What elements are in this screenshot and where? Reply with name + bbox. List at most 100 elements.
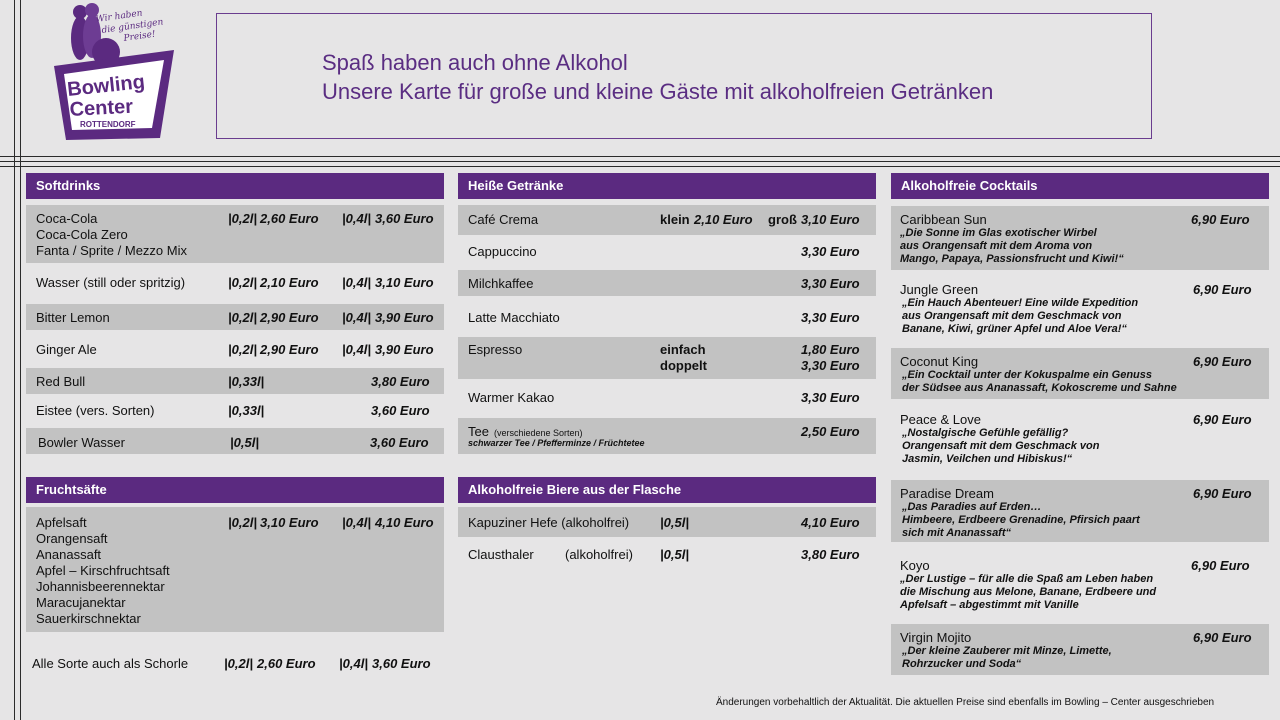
row-band bbox=[891, 480, 1269, 542]
cocktail-description: aus Orangensaft mit dem Geschmack von bbox=[902, 310, 1122, 322]
cocktail-description: die Mischung aus Melone, Banane, Erdbeer… bbox=[900, 586, 1157, 598]
title-line-1: Spaß haben auch ohne Alkohol bbox=[322, 50, 628, 75]
item-name: Café Crema bbox=[468, 212, 539, 227]
row-band bbox=[458, 205, 876, 235]
price: 3,80 Euro bbox=[371, 374, 430, 389]
item-name: Cappuccino bbox=[468, 244, 537, 259]
row-band bbox=[891, 348, 1269, 399]
item-name: Red Bull bbox=[36, 374, 86, 389]
item-name: Ananassaft bbox=[36, 547, 102, 562]
cocktail-description: „Nostalgische Gefühle gefällig? bbox=[902, 427, 1069, 439]
cocktail-description: Jasmin, Veilchen und Hibiskus!“ bbox=[902, 453, 1073, 465]
row-band bbox=[26, 368, 444, 394]
price: 3,90 Euro bbox=[375, 342, 434, 357]
svg-text:Center: Center bbox=[69, 96, 134, 121]
cocktail-description: Rohrzucker und Soda“ bbox=[902, 658, 1022, 670]
fruit-header: Fruchtsäfte bbox=[26, 477, 444, 503]
cocktail-name: Paradise Dream bbox=[900, 486, 994, 501]
row-band bbox=[26, 428, 444, 454]
item-name: Eistee (vers. Sorten) bbox=[36, 403, 155, 418]
softdrinks-header: Softdrinks bbox=[26, 173, 444, 199]
price: 6,90 Euro bbox=[1193, 412, 1252, 427]
price: 2,60 Euro bbox=[257, 656, 316, 671]
item-name: Coca-Cola bbox=[36, 211, 98, 226]
price: 3,30 Euro bbox=[801, 310, 860, 325]
row-band bbox=[26, 205, 444, 263]
cocktail-description: Apfelsaft – abgestimmt mit Vanille bbox=[900, 599, 1079, 611]
frame-line bbox=[20, 0, 21, 720]
price: 3,10 Euro bbox=[260, 515, 319, 530]
price: 3,30 Euro bbox=[801, 390, 860, 405]
price: 2,90 Euro bbox=[260, 310, 319, 325]
item-name: Coca-Cola Zero bbox=[36, 227, 128, 242]
price: 2,60 Euro bbox=[260, 211, 319, 226]
price: 6,90 Euro bbox=[1191, 212, 1250, 227]
size-label: |0,2l| bbox=[228, 342, 257, 357]
item-name: Wasser (still oder spritzig) bbox=[36, 275, 186, 290]
size-label: |0,2l| bbox=[224, 656, 253, 671]
svg-text:Preise!: Preise! bbox=[122, 30, 157, 45]
cocktail-description: „Der Lustige – für alle die Spaß am Lebe… bbox=[900, 573, 1154, 585]
size-label: klein bbox=[660, 212, 690, 227]
beer-header: Alkoholfreie Biere aus der Flasche bbox=[458, 477, 876, 503]
cocktail-name: Peace & Love bbox=[900, 412, 981, 427]
hot-drinks-header: Heiße Getränke bbox=[458, 173, 876, 199]
price: 6,90 Euro bbox=[1193, 354, 1252, 369]
item-name: Fanta / Sprite / Mezzo Mix bbox=[36, 243, 187, 258]
size-label: groß bbox=[768, 212, 797, 227]
price: 3,80 Euro bbox=[801, 547, 860, 562]
size-label: |0,5l| bbox=[660, 547, 689, 562]
item-name: Bowler Wasser bbox=[38, 435, 125, 450]
item-name: Warmer Kakao bbox=[468, 390, 555, 405]
cocktail-description: „Die Sonne im Glas exotischer Wirbel bbox=[900, 227, 1097, 239]
frame-line bbox=[0, 156, 1280, 157]
price: 3,30 Euro bbox=[801, 244, 860, 259]
cocktail-name: Coconut King bbox=[900, 354, 979, 369]
cocktail-description: Mango, Papaya, Passionsfrucht und Kiwi!“ bbox=[900, 253, 1124, 265]
svg-text:ROTTENDORF: ROTTENDORF bbox=[80, 120, 136, 129]
price: 6,90 Euro bbox=[1191, 558, 1250, 573]
price: 6,90 Euro bbox=[1193, 282, 1252, 297]
size-label: doppelt bbox=[660, 358, 707, 373]
item-name: Maracujanektar bbox=[36, 595, 126, 610]
price: 4,10 Euro bbox=[801, 515, 860, 530]
cocktail-name: Jungle Green bbox=[900, 282, 979, 297]
size-label: |0,4l| bbox=[339, 656, 368, 671]
price: 2,90 Euro bbox=[260, 342, 319, 357]
item-name: Espresso bbox=[468, 342, 523, 357]
price: 3,30 Euro bbox=[801, 358, 860, 373]
price: 2,50 Euro bbox=[801, 424, 860, 439]
title-line-2: Unsere Karte für große und kleine Gäste … bbox=[322, 79, 994, 104]
frame-line bbox=[0, 161, 1280, 162]
item-name: Latte Macchiato bbox=[468, 310, 560, 325]
size-label: |0,4l| bbox=[342, 275, 371, 290]
cocktail-description: Banane, Kiwi, grüner Apfel und Aloe Vera… bbox=[902, 323, 1127, 335]
cocktail-name: Caribbean Sun bbox=[900, 212, 987, 227]
cocktails-header: Alkoholfreie Cocktails bbox=[891, 173, 1269, 199]
item-note: (verschiedene Sorten) bbox=[494, 428, 583, 438]
size-label: |0,33l| bbox=[228, 403, 265, 418]
price: 4,10 Euro bbox=[375, 515, 434, 530]
price: 1,80 Euro bbox=[801, 342, 860, 357]
cocktail-description: sich mit Ananassaft“ bbox=[902, 527, 1012, 539]
cocktail-description: aus Orangensaft mit dem Aroma von bbox=[900, 240, 1093, 252]
size-label: |0,4l| bbox=[342, 211, 371, 226]
row-band bbox=[26, 507, 444, 632]
item-note: schwarzer Tee / Pfefferminze / Früchtete… bbox=[468, 438, 645, 448]
item-name: Orangensaft bbox=[36, 531, 108, 546]
bowling-center-logo: Wir haben die günstigen Preise! Bowling … bbox=[54, 3, 174, 140]
frame-line bbox=[14, 0, 15, 720]
row-band bbox=[891, 206, 1269, 270]
cocktail-description: „Ein Cocktail unter der Kokuspalme ein G… bbox=[902, 369, 1153, 381]
price: 3,10 Euro bbox=[375, 275, 434, 290]
item-note: (alkoholfrei) bbox=[565, 547, 633, 562]
item-name: Apfel – Kirschfruchtsaft bbox=[36, 563, 170, 578]
item-name: Kapuziner Hefe (alkoholfrei) bbox=[468, 515, 630, 530]
title-box: Spaß haben auch ohne Alkohol Unsere Kart… bbox=[216, 13, 1152, 139]
price: 3,30 Euro bbox=[801, 276, 860, 291]
row-band bbox=[891, 624, 1269, 675]
item-name: Clausthaler bbox=[468, 547, 534, 562]
cocktail-description: Orangensaft mit dem Geschmack von bbox=[902, 440, 1100, 452]
cocktail-description: „Ein Hauch Abenteuer! Eine wilde Expedit… bbox=[902, 297, 1139, 309]
price: 3,60 Euro bbox=[371, 403, 430, 418]
